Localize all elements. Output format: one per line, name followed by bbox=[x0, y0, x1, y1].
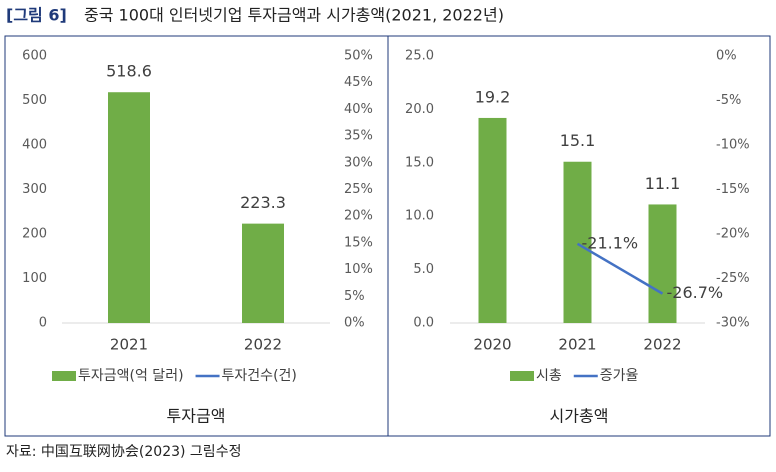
y-tick-label: 15.0 bbox=[405, 155, 434, 170]
y2-tick-label: 30% bbox=[344, 155, 373, 170]
y2-tick-label: -30% bbox=[716, 316, 750, 331]
x-tick-label: 2022 bbox=[244, 336, 282, 354]
x-tick-label: 2020 bbox=[473, 336, 511, 354]
y2-tick-label: 15% bbox=[344, 235, 373, 250]
bar bbox=[478, 117, 507, 323]
x-tick-label: 2021 bbox=[558, 336, 596, 354]
value-label: 15.1 bbox=[560, 131, 596, 150]
x-tick-label: 2022 bbox=[643, 336, 681, 354]
y-tick-label: 500 bbox=[22, 93, 47, 108]
y-tick-label: 0.0 bbox=[413, 316, 434, 331]
legend-swatch bbox=[510, 371, 534, 381]
value-label: -26.7% bbox=[667, 283, 724, 302]
y2-tick-label: 40% bbox=[344, 102, 373, 117]
line bbox=[576, 242, 664, 295]
y-tick-label: 5.0 bbox=[413, 262, 434, 277]
y-tick-label: 600 bbox=[22, 49, 47, 64]
value-label: -21.1% bbox=[582, 233, 639, 252]
y2-tick-label: 5% bbox=[344, 289, 365, 304]
legend-label: 투자건수(건) bbox=[222, 368, 297, 384]
y-tick-label: 25.0 bbox=[405, 49, 434, 64]
panel-frame bbox=[387, 35, 771, 437]
panel-caption: 시가총액 bbox=[550, 407, 609, 426]
bar bbox=[563, 161, 592, 323]
y-tick-label: 400 bbox=[22, 138, 47, 153]
y2-tick-label: 10% bbox=[344, 262, 373, 277]
value-label: 223.3 bbox=[240, 193, 286, 212]
y2-tick-label: 0% bbox=[344, 316, 365, 331]
bar bbox=[108, 92, 150, 324]
y2-tick-label: 45% bbox=[344, 75, 373, 90]
y2-tick-label: 35% bbox=[344, 129, 373, 144]
figure-title: 중국 100대 인터넷기업 투자금액과 시가총액(2021, 2022년) bbox=[84, 6, 504, 25]
legend-label: 투자금액(억 달러) bbox=[78, 368, 184, 384]
y2-tick-label: 25% bbox=[344, 182, 373, 197]
y-tick-label: 10.0 bbox=[405, 209, 434, 224]
source-note: 자료: 中国互联网协会(2023) 그림수정 bbox=[6, 444, 241, 460]
y2-tick-label: -5% bbox=[716, 93, 741, 108]
value-label: 11.1 bbox=[645, 174, 681, 193]
figure-label: [그림 6] bbox=[6, 6, 67, 25]
y-tick-label: 200 bbox=[22, 227, 47, 242]
y-tick-label: 0 bbox=[39, 316, 47, 331]
y2-tick-label: 0% bbox=[716, 49, 737, 64]
y2-tick-label: 20% bbox=[344, 209, 373, 224]
panel-caption: 투자금액 bbox=[167, 407, 226, 426]
bar bbox=[242, 223, 284, 323]
x-tick-label: 2021 bbox=[110, 336, 148, 354]
value-label: 19.2 bbox=[475, 87, 511, 106]
legend-swatch bbox=[52, 371, 76, 381]
y2-tick-label: 50% bbox=[344, 49, 373, 64]
bar bbox=[648, 204, 677, 323]
y2-tick-label: -10% bbox=[716, 138, 750, 153]
y-tick-label: 300 bbox=[22, 182, 47, 197]
legend-label: 시총 bbox=[536, 368, 562, 384]
y2-tick-label: -15% bbox=[716, 182, 750, 197]
value-label: 518.6 bbox=[106, 62, 152, 81]
y-tick-label: 100 bbox=[22, 271, 47, 286]
y-tick-label: 20.0 bbox=[405, 102, 434, 117]
y2-tick-label: -20% bbox=[716, 227, 750, 242]
legend-label: 증가율 bbox=[600, 368, 639, 384]
y2-tick-label: -25% bbox=[716, 271, 750, 286]
